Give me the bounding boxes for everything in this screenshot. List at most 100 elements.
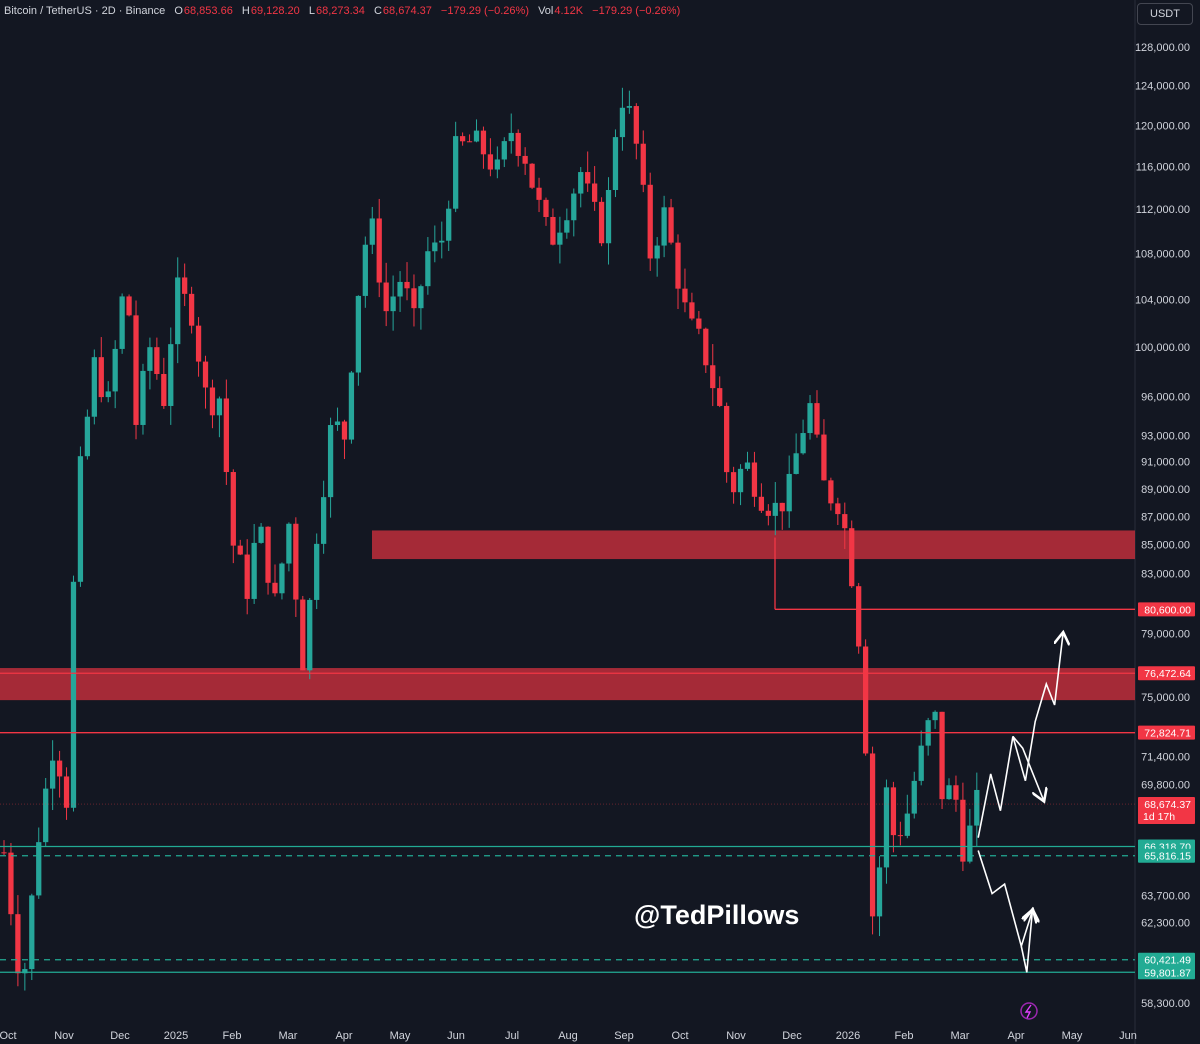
candle-up[interactable] xyxy=(473,130,480,142)
candle-down[interactable] xyxy=(161,374,167,406)
bullish-path[interactable] xyxy=(977,634,1063,838)
candle-down[interactable] xyxy=(459,136,466,142)
candle-down[interactable] xyxy=(758,496,765,511)
candle-up[interactable] xyxy=(119,296,125,349)
candle-up[interactable] xyxy=(619,107,626,138)
candle-down[interactable] xyxy=(835,503,841,515)
candle-down[interactable] xyxy=(8,852,14,915)
last-price-tag[interactable] xyxy=(1138,797,1195,825)
candle-up[interactable] xyxy=(251,542,257,599)
candle-up[interactable] xyxy=(307,599,313,671)
candle-up[interactable] xyxy=(369,218,375,245)
candle-up[interactable] xyxy=(967,825,973,862)
candle-down[interactable] xyxy=(730,472,737,493)
candle-down[interactable] xyxy=(675,242,681,289)
candle-up[interactable] xyxy=(501,141,507,160)
candle-down[interactable] xyxy=(244,554,250,599)
candle-down[interactable] xyxy=(717,388,723,406)
candle-down[interactable] xyxy=(383,282,389,312)
candle-down[interactable] xyxy=(63,776,70,808)
candle-up[interactable] xyxy=(175,277,181,345)
candle-down[interactable] xyxy=(696,318,702,329)
candle-down[interactable] xyxy=(529,163,535,188)
candle-down[interactable] xyxy=(828,480,834,504)
candle-up[interactable] xyxy=(70,581,77,808)
candle-down[interactable] xyxy=(842,514,848,529)
candle-up[interactable] xyxy=(508,132,514,142)
candle-up[interactable] xyxy=(974,789,980,826)
candle-up[interactable] xyxy=(334,421,341,426)
candle-up[interactable] xyxy=(654,245,660,259)
candle-up[interactable] xyxy=(564,220,570,233)
candle-down[interactable] xyxy=(668,207,674,243)
candle-down[interactable] xyxy=(300,599,306,671)
candle-down[interactable] xyxy=(543,199,549,217)
candle-down[interactable] xyxy=(647,184,653,259)
candle-up[interactable] xyxy=(327,425,334,498)
candle-down[interactable] xyxy=(223,398,229,473)
candle-down[interactable] xyxy=(341,421,348,440)
candle-up[interactable] xyxy=(453,136,459,209)
candle-down[interactable] xyxy=(765,510,771,516)
candle-down[interactable] xyxy=(133,315,139,425)
candle-up[interactable] xyxy=(140,370,146,425)
candle-down[interactable] xyxy=(480,130,487,155)
candle-down[interactable] xyxy=(98,357,104,398)
candle-up[interactable] xyxy=(883,787,890,868)
candle-up[interactable] xyxy=(279,563,285,594)
candle-up[interactable] xyxy=(168,344,174,406)
candle-down[interactable] xyxy=(466,141,473,143)
candle-up[interactable] xyxy=(390,296,396,312)
candle-up[interactable] xyxy=(911,780,917,814)
candle-up[interactable] xyxy=(84,416,91,457)
candle-up[interactable] xyxy=(793,453,799,474)
candle-up[interactable] xyxy=(439,240,445,243)
candle-down[interactable] xyxy=(856,586,862,647)
candle-down[interactable] xyxy=(230,472,236,546)
candle-up[interactable] xyxy=(661,207,667,246)
candle-down[interactable] xyxy=(126,296,132,316)
candle-up[interactable] xyxy=(932,711,938,721)
candle-down[interactable] xyxy=(411,288,417,309)
candle-down[interactable] xyxy=(237,545,243,555)
candle-up[interactable] xyxy=(22,969,28,974)
candle-up[interactable] xyxy=(626,106,633,108)
candle-up[interactable] xyxy=(918,745,924,781)
candle-down[interactable] xyxy=(897,835,903,837)
candle-up[interactable] xyxy=(105,391,111,398)
candle-down[interactable] xyxy=(960,799,966,862)
candle-up[interactable] xyxy=(446,208,452,241)
candle-up[interactable] xyxy=(91,357,97,417)
candle-down[interactable] xyxy=(487,154,494,170)
candle-down[interactable] xyxy=(182,277,188,294)
candle-up[interactable] xyxy=(29,895,35,970)
candle-up[interactable] xyxy=(737,468,744,493)
candle-up[interactable] xyxy=(800,433,806,454)
candle-up[interactable] xyxy=(612,137,619,190)
candle-down[interactable] xyxy=(682,288,688,303)
candle-down[interactable] xyxy=(272,582,278,594)
candle-up[interactable] xyxy=(50,760,56,789)
candle-up[interactable] xyxy=(605,189,612,244)
candle-up[interactable] xyxy=(321,497,327,544)
candle-up[interactable] xyxy=(362,244,368,296)
candle-up[interactable] xyxy=(571,193,577,221)
candle-up[interactable] xyxy=(578,172,584,194)
candle-up[interactable] xyxy=(355,295,362,373)
bullish-pullback-path[interactable] xyxy=(1012,735,1044,800)
candle-up[interactable] xyxy=(876,867,883,917)
candle-down[interactable] xyxy=(202,361,209,388)
candle-down[interactable] xyxy=(515,132,521,156)
lightning-icon[interactable] xyxy=(1020,1002,1038,1020)
candle-down[interactable] xyxy=(849,528,855,587)
candle-down[interactable] xyxy=(154,347,160,375)
candle-down[interactable] xyxy=(724,405,730,473)
candle-down[interactable] xyxy=(15,914,21,974)
candle-down[interactable] xyxy=(209,387,216,416)
candle-down[interactable] xyxy=(953,785,959,800)
candle-up[interactable] xyxy=(36,842,42,896)
candle-down[interactable] xyxy=(522,155,528,164)
candle-down[interactable] xyxy=(265,526,271,583)
